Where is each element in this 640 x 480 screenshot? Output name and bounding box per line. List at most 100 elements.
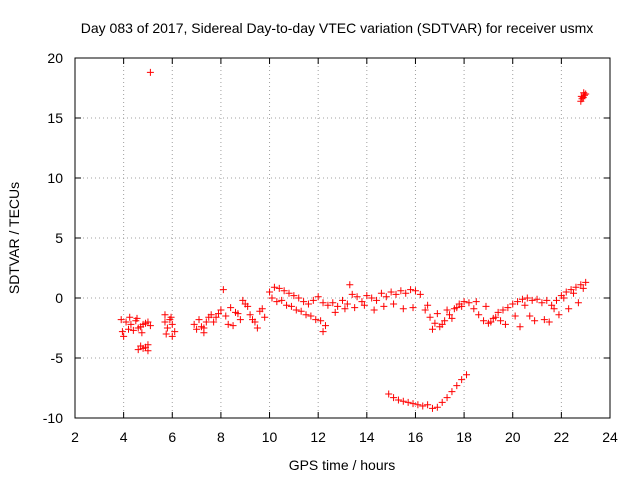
data-point [343,300,351,308]
data-point [497,317,505,325]
data-point [501,320,509,328]
data-point [190,320,198,328]
data-point [117,316,125,324]
data-point [424,401,432,409]
data-point [494,308,502,316]
data-point [523,294,531,302]
data-point [341,305,349,313]
x-axis-title: GPS time / hours [289,457,396,473]
data-point [446,311,453,319]
data-point [373,296,381,304]
x-tick-label: 14 [359,429,375,445]
data-point [275,284,283,292]
data-point [139,320,147,328]
data-point [577,281,585,289]
data-point [222,312,230,320]
data-point [458,376,466,384]
data-point [126,313,134,321]
data-point [409,304,417,312]
data-point [540,316,548,324]
data-point [295,294,303,302]
y-tick-label: -10 [43,410,63,426]
data-point [470,305,478,313]
data-point [526,312,534,320]
y-axis-title: SDTVAR / TECUs [6,182,22,294]
data-point [214,310,222,318]
data-point [253,324,261,332]
data-point [348,290,356,298]
data-point [518,295,526,303]
data-point [570,289,578,297]
data-point [346,281,354,289]
data-point [533,295,541,303]
data-point [312,316,320,324]
data-point [531,317,539,325]
data-point [580,89,588,97]
data-point [579,284,587,292]
data-point [321,322,329,330]
data-point [402,289,410,297]
y-tick-label: 0 [55,290,63,306]
data-point [550,305,558,313]
data-point [363,292,371,300]
data-point [387,288,395,296]
data-point [324,301,332,309]
data-point [453,304,461,312]
data-point [560,294,568,302]
data-point [193,325,201,333]
data-point [171,328,179,336]
data-point [268,294,276,302]
data-point [404,398,412,406]
y-tick-label: 15 [47,110,63,126]
data-point [399,397,407,405]
data-point [516,323,524,331]
x-tick-label: 2 [71,429,79,445]
data-point [514,298,522,306]
data-point [302,311,310,319]
data-points [117,68,590,412]
x-tick-label: 24 [602,429,618,445]
data-point [210,318,218,326]
data-point [460,298,468,306]
data-point [385,390,393,398]
data-point [258,305,266,313]
x-tick-label: 20 [505,429,521,445]
data-point [428,404,436,412]
grid-lines [75,58,610,418]
data-point [334,302,342,310]
data-point [134,346,142,354]
data-point [219,286,227,294]
data-point [287,302,295,310]
data-point [266,288,274,296]
data-point [146,322,154,330]
data-point [278,296,286,304]
data-point [419,402,427,410]
data-point [448,314,456,322]
data-point [458,302,466,310]
data-point [162,330,170,338]
data-point [390,300,398,308]
data-point [409,400,417,408]
data-point [285,289,293,297]
data-point [227,304,235,312]
data-point [239,296,247,304]
data-point [246,311,254,319]
data-point [339,296,346,304]
data-point [280,287,288,295]
data-point [304,300,312,308]
data-point [161,311,169,319]
data-point [134,324,142,332]
data-point [212,313,220,321]
data-point [273,298,281,306]
data-point [329,299,337,307]
data-point [499,306,507,314]
data-point [482,302,490,310]
data-point [319,328,327,336]
data-point [453,382,461,390]
data-point [433,310,441,318]
x-tick-label: 16 [408,429,424,445]
data-point [351,304,359,312]
data-point [217,306,225,314]
